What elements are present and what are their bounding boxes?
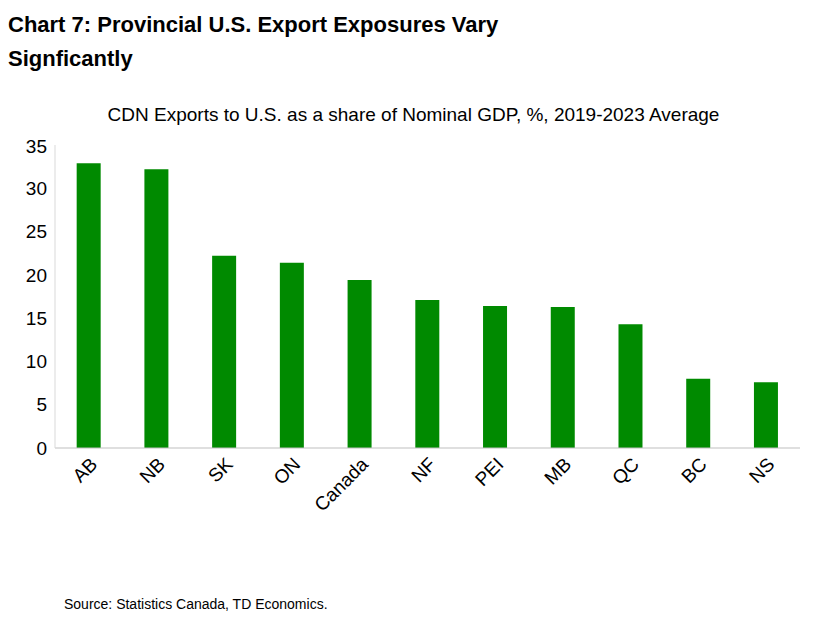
svg-text:35: 35 [26,136,47,157]
svg-text:PEI: PEI [471,454,508,491]
html-text:CDN Exports to U.S. as a share: CDN Exports to U.S. as a share of Nomina… [107,104,720,125]
html-text:Source: Statistics Canada, TD: Source: Statistics Canada, TD Economics. [64,596,328,612]
svg-text:NB: NB [135,454,169,488]
svg-text:25: 25 [26,221,47,242]
svg-text:10: 10 [26,351,47,372]
html-text:Chart 7: Provincial U.S. Expor: Chart 7: Provincial U.S. Export Exposure… [8,12,499,71]
svg-text:ON: ON [269,454,304,489]
svg-text:30: 30 [26,178,47,199]
svg-text:AB: AB [68,454,101,487]
svg-text:20: 20 [26,265,47,286]
svg-text:0: 0 [36,438,47,459]
svg-text:NS: NS [745,454,779,488]
svg-text:5: 5 [36,394,47,415]
svg-text:SK: SK [204,453,237,486]
svg-text:Canada: Canada [310,453,372,515]
svg-text:MB: MB [540,454,575,489]
svg-text:QC: QC [608,454,643,489]
svg-text:15: 15 [26,308,47,329]
svg-text:BC: BC [677,454,711,488]
svg-text:NF: NF [407,454,440,487]
